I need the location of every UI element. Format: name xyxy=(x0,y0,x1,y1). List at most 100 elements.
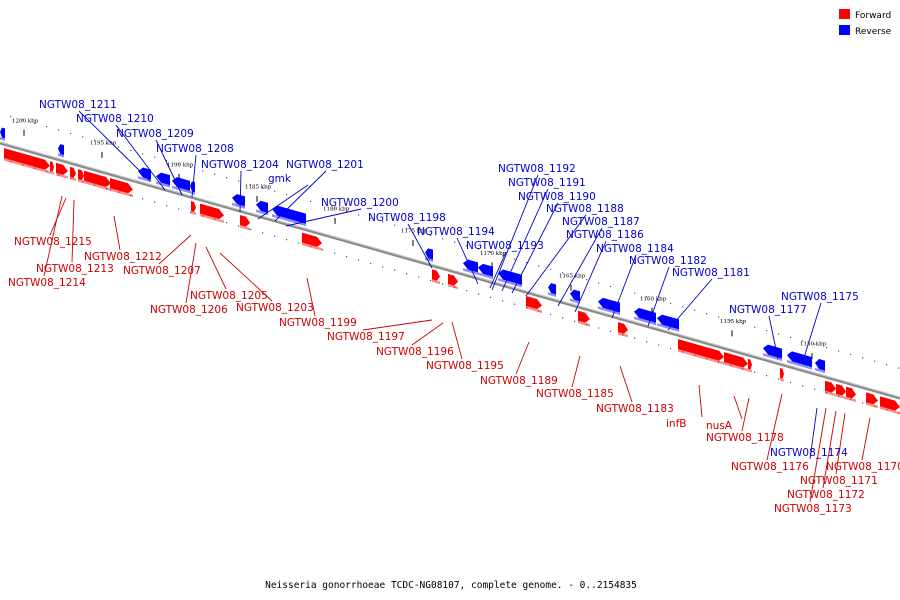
scale-dot xyxy=(850,398,852,401)
scale-dot xyxy=(34,122,36,124)
gene-feature-shadow xyxy=(425,257,433,263)
gene-feature xyxy=(110,178,133,194)
scale-dot xyxy=(826,347,828,349)
scale-dot xyxy=(898,367,900,369)
gene-label: NGTW08_1177 xyxy=(729,304,807,316)
gene-feature-shadow xyxy=(598,306,620,316)
leader-line xyxy=(78,110,151,182)
scale-dot xyxy=(274,190,276,192)
scale-dot xyxy=(430,279,432,282)
gene-label: NGTW08_1215 xyxy=(14,236,92,248)
gene-feature xyxy=(634,308,656,323)
scale-dot xyxy=(778,333,780,335)
scale-dot xyxy=(694,354,696,356)
scale-dot xyxy=(238,180,240,182)
scale-dot xyxy=(166,160,168,162)
scale-dot xyxy=(682,306,684,308)
scale-dot xyxy=(130,149,132,152)
scale-dot xyxy=(862,357,864,359)
scale-dot xyxy=(454,241,456,243)
gene-feature-shadow xyxy=(657,323,679,332)
gene-feature-shadow xyxy=(880,406,900,415)
scale-dot xyxy=(202,170,204,172)
scale-dot xyxy=(862,402,864,404)
leader-line xyxy=(489,251,507,289)
scale-dot xyxy=(790,336,792,339)
scale-dot xyxy=(10,115,12,118)
gene-feature-shadow xyxy=(200,213,224,223)
scale-dot xyxy=(298,242,300,244)
scale-dot xyxy=(502,255,504,257)
legend-forward-label: Forward xyxy=(855,11,891,21)
gene-feature-shadow xyxy=(240,225,250,231)
gene-feature xyxy=(498,269,522,285)
gene-label: NGTW08_1209 xyxy=(116,128,194,140)
gene-feature xyxy=(425,248,433,260)
scale-dot xyxy=(82,181,84,183)
scale-dot xyxy=(730,364,732,367)
scale-dot xyxy=(250,183,252,186)
gene-feature xyxy=(302,232,322,247)
leader-line xyxy=(557,227,603,307)
gene-feature-shadow xyxy=(232,202,245,209)
scale-dot xyxy=(94,184,96,186)
scale-dot xyxy=(814,388,816,390)
scale-dot xyxy=(346,256,348,258)
gene-feature xyxy=(78,169,84,181)
gene-label: NGTW08_1172 xyxy=(787,489,865,501)
scale-dot xyxy=(466,245,468,247)
scale-dot xyxy=(322,204,324,206)
gene-feature-shadow xyxy=(498,278,522,288)
scale-dot xyxy=(130,194,132,197)
scale-dot xyxy=(622,334,624,336)
scale-dot xyxy=(550,268,552,271)
leader-line xyxy=(43,195,63,277)
gene-feature-shadow xyxy=(570,298,580,304)
gene-label: NGTW08_1189 xyxy=(480,375,558,387)
scale-dot xyxy=(406,273,408,275)
leader-line xyxy=(515,341,530,375)
gene-label: NGTW08_1191 xyxy=(508,177,586,189)
scale-dot xyxy=(454,286,456,288)
scale-dot xyxy=(262,232,264,234)
gene-feature xyxy=(138,167,151,180)
leader-line xyxy=(185,242,197,304)
gene-label: nusA xyxy=(706,420,733,432)
tick-label: 1175 kbp xyxy=(401,229,428,235)
tick-label: 1165 kbp xyxy=(559,273,586,279)
tick-label: 1155 kbp xyxy=(720,319,747,325)
scale-dot xyxy=(802,385,804,387)
scale-dot xyxy=(118,146,120,148)
scale-dot xyxy=(370,262,372,265)
gene-label: NGTW08_1204 xyxy=(201,159,279,171)
gene-feature xyxy=(190,181,195,193)
leader-line xyxy=(733,395,743,420)
gene-feature xyxy=(780,368,784,379)
gene-feature xyxy=(200,203,224,220)
gene-feature-shadow xyxy=(110,188,133,198)
gene-feature xyxy=(748,358,752,370)
gene-feature-shadow xyxy=(634,316,656,326)
gene-feature-shadow xyxy=(578,320,590,327)
scale-dot xyxy=(562,317,564,319)
gene-feature-shadow xyxy=(846,396,856,403)
leader-line xyxy=(698,384,703,418)
gene-feature xyxy=(84,170,111,188)
gene-label: NGTW08_1212 xyxy=(84,251,162,263)
gene-feature-shadow xyxy=(84,180,111,191)
scale-dot xyxy=(514,303,516,305)
scale-dot xyxy=(598,327,600,329)
scale-dot xyxy=(526,262,528,264)
scale-dot xyxy=(358,259,360,261)
leader-line xyxy=(861,417,871,461)
scale-dot xyxy=(838,350,840,352)
tick-label: 1180 kbp xyxy=(323,207,350,213)
gene-feature-shadow xyxy=(836,393,846,400)
gene-feature xyxy=(58,144,64,156)
gene-label: NGTW08_1207 xyxy=(123,265,201,277)
gene-feature-shadow xyxy=(463,268,478,275)
leader-line xyxy=(801,302,822,365)
tick-label: 1185 kbp xyxy=(245,184,272,190)
scale-dot xyxy=(394,269,396,271)
